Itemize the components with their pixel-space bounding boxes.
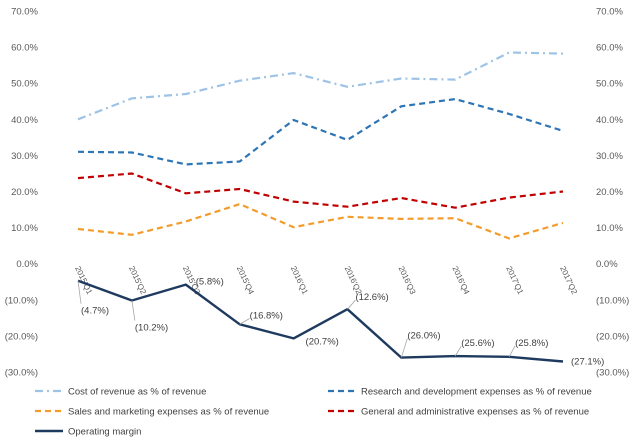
y-tick-label-left: 40.0%	[11, 115, 38, 126]
series-line	[77, 51, 564, 121]
y-tick-label-left: 20.0%	[11, 187, 38, 198]
leader-line	[400, 338, 408, 358]
y-tick-label-right: 10.0%	[596, 223, 623, 234]
y-tick-label-right: 40.0%	[596, 115, 623, 126]
y-tick-label-right: 0.0%	[596, 259, 618, 270]
y-tick-label-right: 30.0%	[596, 151, 623, 162]
data-label: (10.2%)	[135, 323, 168, 334]
y-tick-label-right: 60.0%	[596, 43, 623, 54]
y-tick-label-left: 70.0%	[11, 7, 38, 18]
y-tick-label-left: (20.0%)	[5, 331, 38, 342]
y-tick-label-right: 70.0%	[596, 7, 623, 18]
leader-line	[454, 345, 462, 357]
y-tick-label-left: 50.0%	[11, 79, 38, 90]
y-tick-label-left: 60.0%	[11, 43, 38, 54]
data-label: (5.8%)	[196, 277, 224, 288]
x-tick-label: 2017'Q1	[504, 265, 525, 296]
x-tick-label: 2015'Q1	[73, 265, 94, 296]
y-tick-label-left: 30.0%	[11, 151, 38, 162]
x-tick-label: 2016'Q1	[289, 265, 310, 296]
data-label: (20.7%)	[306, 336, 339, 347]
series-line	[77, 97, 564, 166]
leader-line	[131, 300, 136, 321]
y-tick-label-left: (30.0%)	[5, 368, 38, 379]
series-line	[77, 203, 564, 240]
y-tick-label-left: 0.0%	[16, 259, 38, 270]
legend-label: Operating margin	[68, 427, 141, 438]
y-tick-label-right: (20.0%)	[596, 331, 629, 342]
series-line	[77, 279, 564, 363]
x-tick-label: 2016'Q3	[397, 265, 418, 296]
data-label: (27.1%)	[571, 357, 604, 368]
leader-line	[347, 299, 356, 310]
x-tick-label: 2017'Q2	[558, 265, 579, 296]
legend-label: General and administrative expenses as %…	[361, 407, 589, 418]
x-tick-label: 2015'Q2	[127, 265, 148, 296]
x-tick-label: 2015'Q4	[235, 265, 256, 296]
y-tick-label-right: 50.0%	[596, 79, 623, 90]
leader-line	[508, 345, 516, 358]
y-tick-label-right: (30.0%)	[596, 368, 629, 379]
legend-label: Sales and marketing expenses as % of rev…	[68, 407, 269, 418]
legend-label: Cost of revenue as % of revenue	[68, 387, 206, 398]
legend-label: Research and development expenses as % o…	[361, 387, 592, 398]
data-label: (26.0%)	[407, 331, 440, 342]
data-label: (12.6%)	[355, 292, 388, 303]
data-label: (16.8%)	[250, 310, 283, 321]
y-tick-label-left: (10.0%)	[5, 295, 38, 306]
leader-line	[77, 280, 82, 304]
data-label: (25.8%)	[515, 338, 548, 349]
leader-line	[239, 318, 250, 325]
series-line	[77, 172, 564, 209]
data-label: (25.6%)	[461, 338, 494, 349]
x-tick-label: 2016'Q4	[450, 265, 471, 296]
y-tick-label-right: 20.0%	[596, 187, 623, 198]
y-tick-label-left: 10.0%	[11, 223, 38, 234]
data-label: (4.7%)	[81, 306, 109, 317]
y-tick-label-right: (10.0%)	[596, 295, 629, 306]
